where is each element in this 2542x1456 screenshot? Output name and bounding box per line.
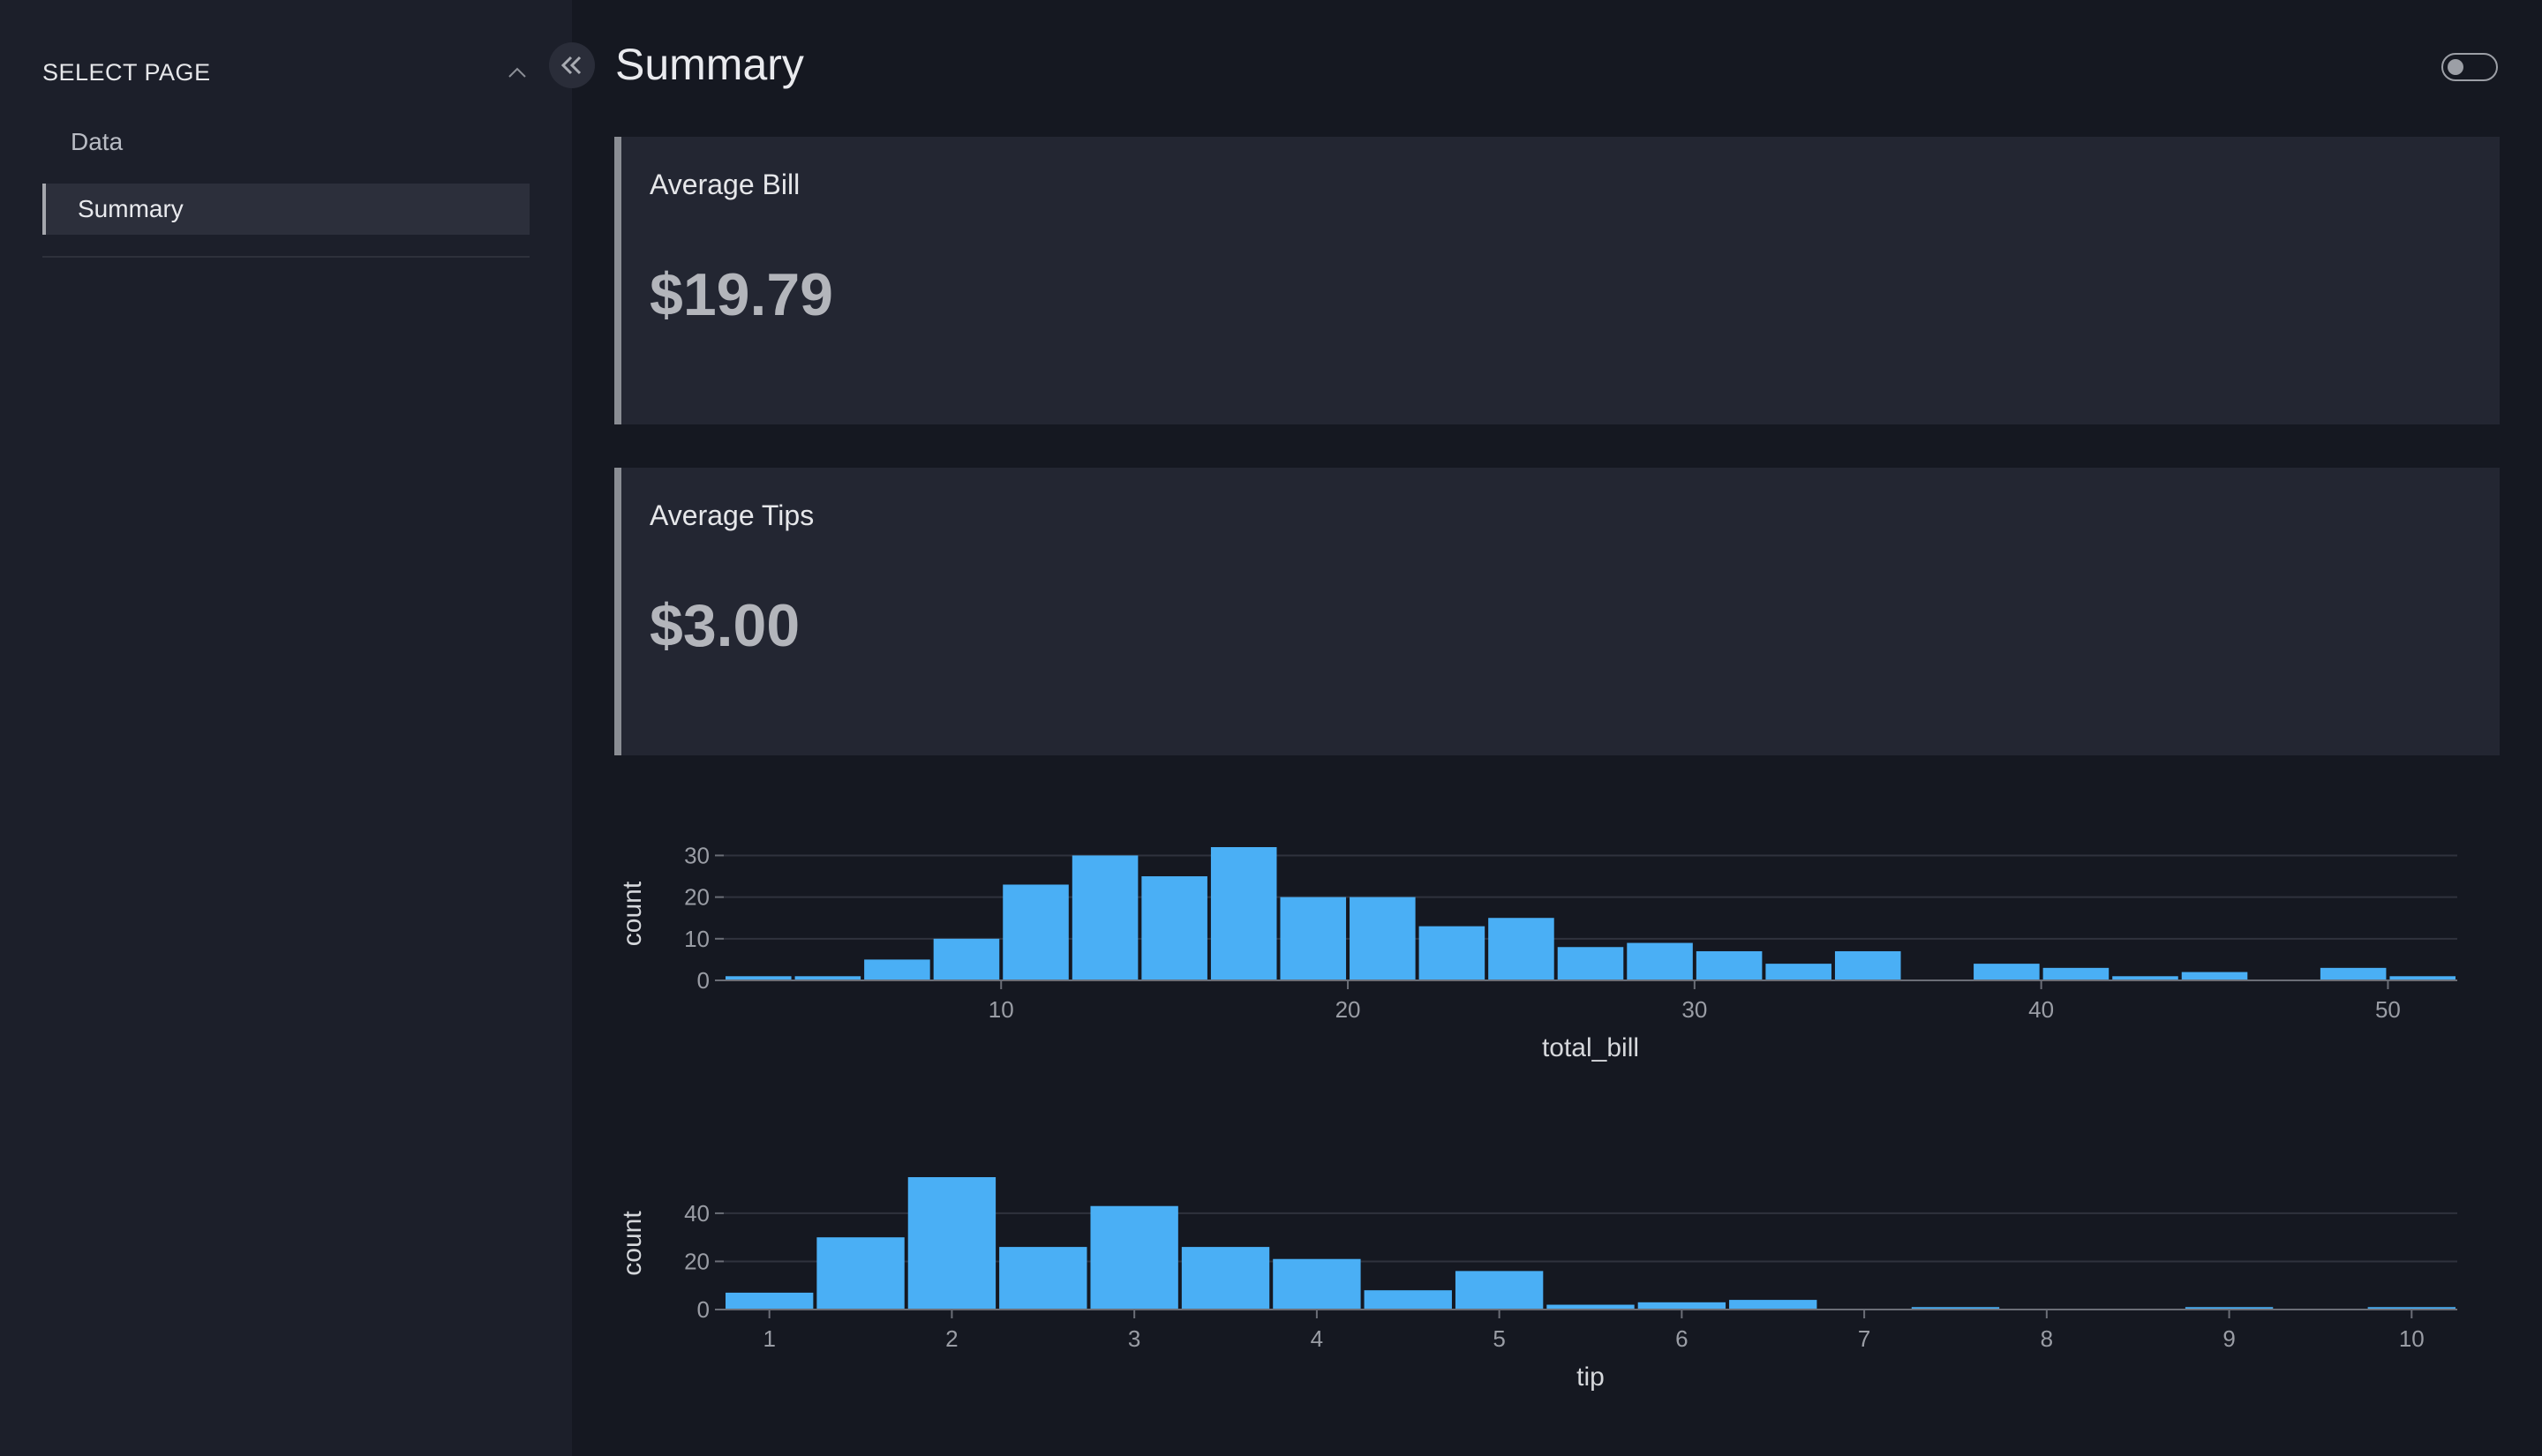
histogram-bar (1557, 947, 1624, 980)
collapse-sidebar-button[interactable] (549, 42, 595, 88)
chevron-up-icon[interactable] (505, 60, 530, 85)
histogram-bar (726, 1292, 814, 1310)
histogram-bar (1488, 918, 1554, 980)
sidebar-item-label: Data (71, 128, 124, 155)
histogram-bar (864, 959, 930, 980)
page-title: Summary (615, 40, 804, 89)
double-chevron-left-icon (560, 56, 582, 75)
x-tick-label: 2 (945, 1325, 958, 1352)
x-tick-label: 20 (1335, 996, 1361, 1023)
page-selector-header[interactable]: SELECT PAGE (42, 55, 530, 90)
histogram-bar (1546, 1304, 1635, 1310)
metric-card-average-tips: Average Tips $3.00 (614, 468, 2500, 755)
histogram-bar (1627, 942, 1693, 980)
metric-label: Average Tips (650, 499, 815, 531)
y-tick-label: 0 (697, 1296, 710, 1323)
metric-value: $3.00 (650, 592, 801, 659)
metric-label: Average Bill (650, 169, 801, 200)
histogram-bar (2112, 976, 2178, 980)
histogram-bar (2367, 1307, 2456, 1310)
histogram-bar (907, 1177, 996, 1310)
y-tick-label: 20 (684, 1248, 710, 1274)
histogram-bar (2320, 967, 2387, 980)
x-tick-label: 5 (1493, 1325, 1505, 1352)
histogram-bar (1072, 855, 1139, 980)
histogram-bar (1210, 847, 1277, 980)
x-axis-title: tip (1576, 1362, 1605, 1392)
sidebar-divider (42, 256, 530, 258)
histogram-bar (726, 976, 792, 980)
y-tick-label: 0 (697, 967, 710, 994)
histogram-bar (1350, 897, 1416, 980)
x-tick-label: 6 (1675, 1325, 1688, 1352)
metric-value: $19.79 (650, 261, 833, 328)
x-tick-label: 50 (2375, 996, 2401, 1023)
x-tick-label: 10 (989, 996, 1014, 1023)
x-tick-label: 30 (1681, 996, 1707, 1023)
histogram-bar (1637, 1302, 1726, 1310)
x-tick-label: 40 (2028, 996, 2054, 1023)
sidebar: SELECT PAGE Data Summary (0, 0, 572, 1456)
sidebar-item-summary[interactable]: Summary (42, 184, 530, 235)
histogram-bar (2185, 1307, 2274, 1310)
histogram-bar (1141, 876, 1207, 980)
histogram-bar (1418, 926, 1485, 980)
y-tick-label: 10 (684, 926, 710, 952)
histogram-bar (2181, 972, 2248, 980)
x-tick-label: 4 (1311, 1325, 1323, 1352)
total-bill-histogram-svg: 0 10 20 30 10 20 30 40 50 total_bill count (618, 842, 2457, 1062)
histogram-bar (1911, 1307, 2000, 1310)
y-tick-label: 20 (684, 884, 710, 911)
histogram-bar (1181, 1247, 1270, 1310)
total-bill-histogram: 0 10 20 30 10 20 30 40 50 total_bill count (618, 812, 2507, 1081)
page-selector-label: SELECT PAGE (42, 58, 211, 86)
histogram-bar (1696, 950, 1763, 980)
histogram-bar (2389, 976, 2456, 980)
histogram-bar (1273, 1258, 1361, 1310)
sidebar-item-label: Summary (78, 195, 184, 222)
x-tick-label: 8 (2041, 1325, 2053, 1352)
y-tick-label: 40 (684, 1200, 710, 1227)
y-axis-title: count (618, 1211, 647, 1276)
histogram-bar (1729, 1300, 1817, 1310)
histogram-bar (816, 1237, 905, 1310)
histogram-bar (1280, 897, 1347, 980)
y-tick-label: 30 (684, 842, 710, 868)
histogram-bar (1974, 964, 2040, 980)
histogram-bar (794, 976, 861, 980)
tip-histogram-svg: 0 20 40 1 2 3 4 5 6 7 8 9 10 tip count (618, 1177, 2457, 1392)
x-tick-label: 7 (1858, 1325, 1870, 1352)
sidebar-item-data[interactable]: Data (42, 116, 530, 168)
histogram-bar (933, 938, 1000, 980)
y-axis-title: count (618, 881, 647, 946)
theme-toggle[interactable] (2441, 53, 2498, 81)
histogram-bar (1090, 1205, 1178, 1310)
histogram-bar (1455, 1271, 1544, 1310)
tip-histogram: 0 20 40 1 2 3 4 5 6 7 8 9 10 tip count (618, 1144, 2507, 1413)
metric-card-average-bill: Average Bill $19.79 (614, 137, 2500, 424)
histogram-bar (1003, 884, 1069, 980)
x-tick-label: 9 (2222, 1325, 2235, 1352)
histogram-bar (1364, 1290, 1452, 1310)
x-tick-label: 3 (1128, 1325, 1140, 1352)
histogram-bar (1765, 964, 1831, 980)
x-axis-title: total_bill (1542, 1033, 1639, 1062)
histogram-bar (2042, 967, 2110, 980)
histogram-bar (1834, 950, 1901, 980)
histogram-bar (999, 1247, 1087, 1310)
toggle-knob (2448, 59, 2463, 75)
x-tick-label: 1 (763, 1325, 775, 1352)
x-tick-label: 10 (2399, 1325, 2425, 1352)
